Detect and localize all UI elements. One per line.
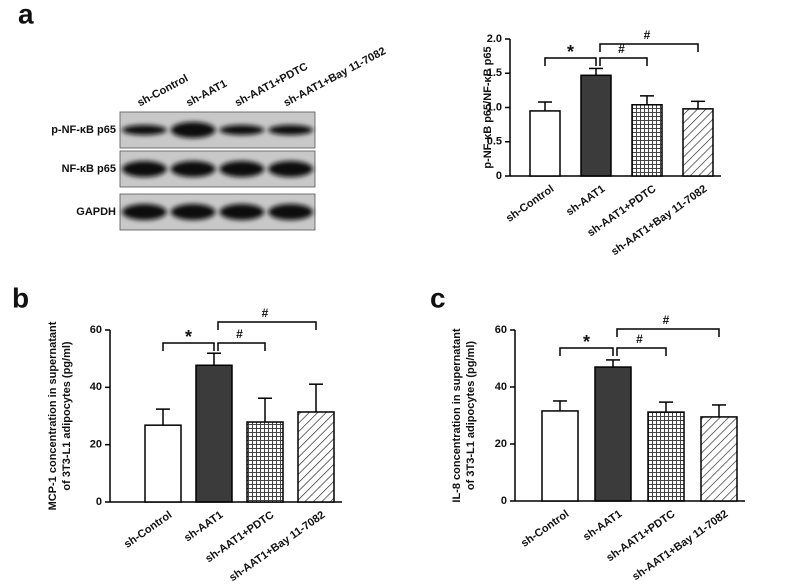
- significance-bracket: [599, 57, 648, 66]
- x-tick-label: sh-AAT1: [581, 508, 624, 543]
- y-tick-label: 20: [90, 439, 102, 451]
- bar: [594, 366, 632, 502]
- lane-label: sh-AAT1: [184, 78, 229, 109]
- significance-mark: *: [583, 332, 590, 352]
- significance-mark: #: [636, 332, 643, 346]
- significance-mark: #: [663, 313, 670, 327]
- significance-bracket: [162, 342, 215, 351]
- y-axis-label: IL-8 concentration in supernatant: [451, 328, 463, 503]
- y-tick-label: 60: [495, 324, 507, 336]
- x-tick-label: sh-AAT1+Bay 11-7082: [630, 508, 730, 583]
- blot-band: [170, 204, 216, 220]
- blot-band: [121, 204, 167, 220]
- bar: [647, 411, 685, 502]
- y-tick-label: 40: [495, 381, 507, 393]
- y-tick-label: 0.5: [487, 136, 502, 148]
- x-tick-label: sh-AAT1: [182, 509, 225, 544]
- bar: [700, 416, 738, 502]
- blot-band: [268, 125, 314, 135]
- y-tick-label: 0: [96, 496, 102, 508]
- significance-bracket: [217, 321, 317, 330]
- x-tick-label: sh-Control: [504, 183, 556, 225]
- row-label: GAPDH: [76, 206, 116, 218]
- blot-band: [121, 161, 167, 177]
- panel-label: b: [12, 282, 29, 313]
- y-tick-label: 40: [90, 381, 102, 393]
- y-tick-label: 0: [496, 170, 502, 182]
- bar: [529, 110, 561, 177]
- y-tick-label: 20: [495, 438, 507, 450]
- bar: [580, 74, 612, 177]
- panel-label: a: [18, 0, 34, 29]
- y-tick-label: 1.5: [487, 67, 502, 79]
- x-tick-label: sh-Control: [122, 509, 174, 551]
- significance-bracket: [616, 347, 667, 356]
- blot-band: [170, 161, 216, 177]
- significance-mark: *: [567, 42, 574, 62]
- y-tick-label: 60: [90, 324, 102, 336]
- bar: [682, 108, 714, 177]
- lane-label: sh-Control: [136, 73, 191, 110]
- blot-band: [268, 204, 314, 220]
- significance-mark: #: [262, 306, 269, 320]
- blot-band: [268, 161, 314, 177]
- blot-band: [219, 204, 265, 220]
- bar: [246, 421, 284, 503]
- x-tick-label: sh-AAT1+Bay 11-7082: [609, 183, 709, 258]
- blot-band: [219, 161, 265, 177]
- significance-bracket: [217, 342, 266, 351]
- bar: [297, 411, 335, 503]
- blot-band: [219, 125, 265, 135]
- y-axis-label: MCP-1 concentration in supernatant: [47, 321, 59, 510]
- significance-bracket: [616, 328, 720, 337]
- y-tick-label: 0: [501, 495, 507, 507]
- row-label: p-NF-κB p65: [51, 124, 116, 136]
- y-tick-label: 2.0: [487, 33, 502, 45]
- significance-mark: #: [618, 42, 625, 56]
- row-label: NF-κB p65: [62, 163, 116, 175]
- x-tick-label: sh-AAT1: [564, 183, 607, 218]
- significance-mark: #: [644, 28, 651, 42]
- y-tick-label: 1.0: [487, 101, 502, 113]
- bar: [541, 410, 579, 502]
- bar: [195, 364, 233, 503]
- significance-bracket: [599, 43, 699, 52]
- significance-mark: *: [185, 327, 192, 347]
- y-axis-label: of 3T3-L1 adipocytes (pg/ml): [61, 341, 73, 490]
- blot-band: [170, 122, 216, 138]
- bar: [144, 424, 182, 503]
- significance-bracket: [559, 347, 614, 356]
- x-tick-label: sh-AAT1+Bay 11-7082: [227, 509, 327, 584]
- significance-mark: #: [236, 327, 243, 341]
- bar: [631, 104, 663, 177]
- blot-band: [121, 125, 167, 135]
- panel-label: c: [430, 282, 446, 313]
- y-axis-label: of 3T3-L1 adipocytes (pg/ml): [465, 341, 477, 490]
- x-tick-label: sh-Control: [519, 508, 571, 550]
- y-axis-label: p-NF-κB p65/NF-κB p65: [482, 46, 494, 168]
- significance-bracket: [544, 57, 597, 66]
